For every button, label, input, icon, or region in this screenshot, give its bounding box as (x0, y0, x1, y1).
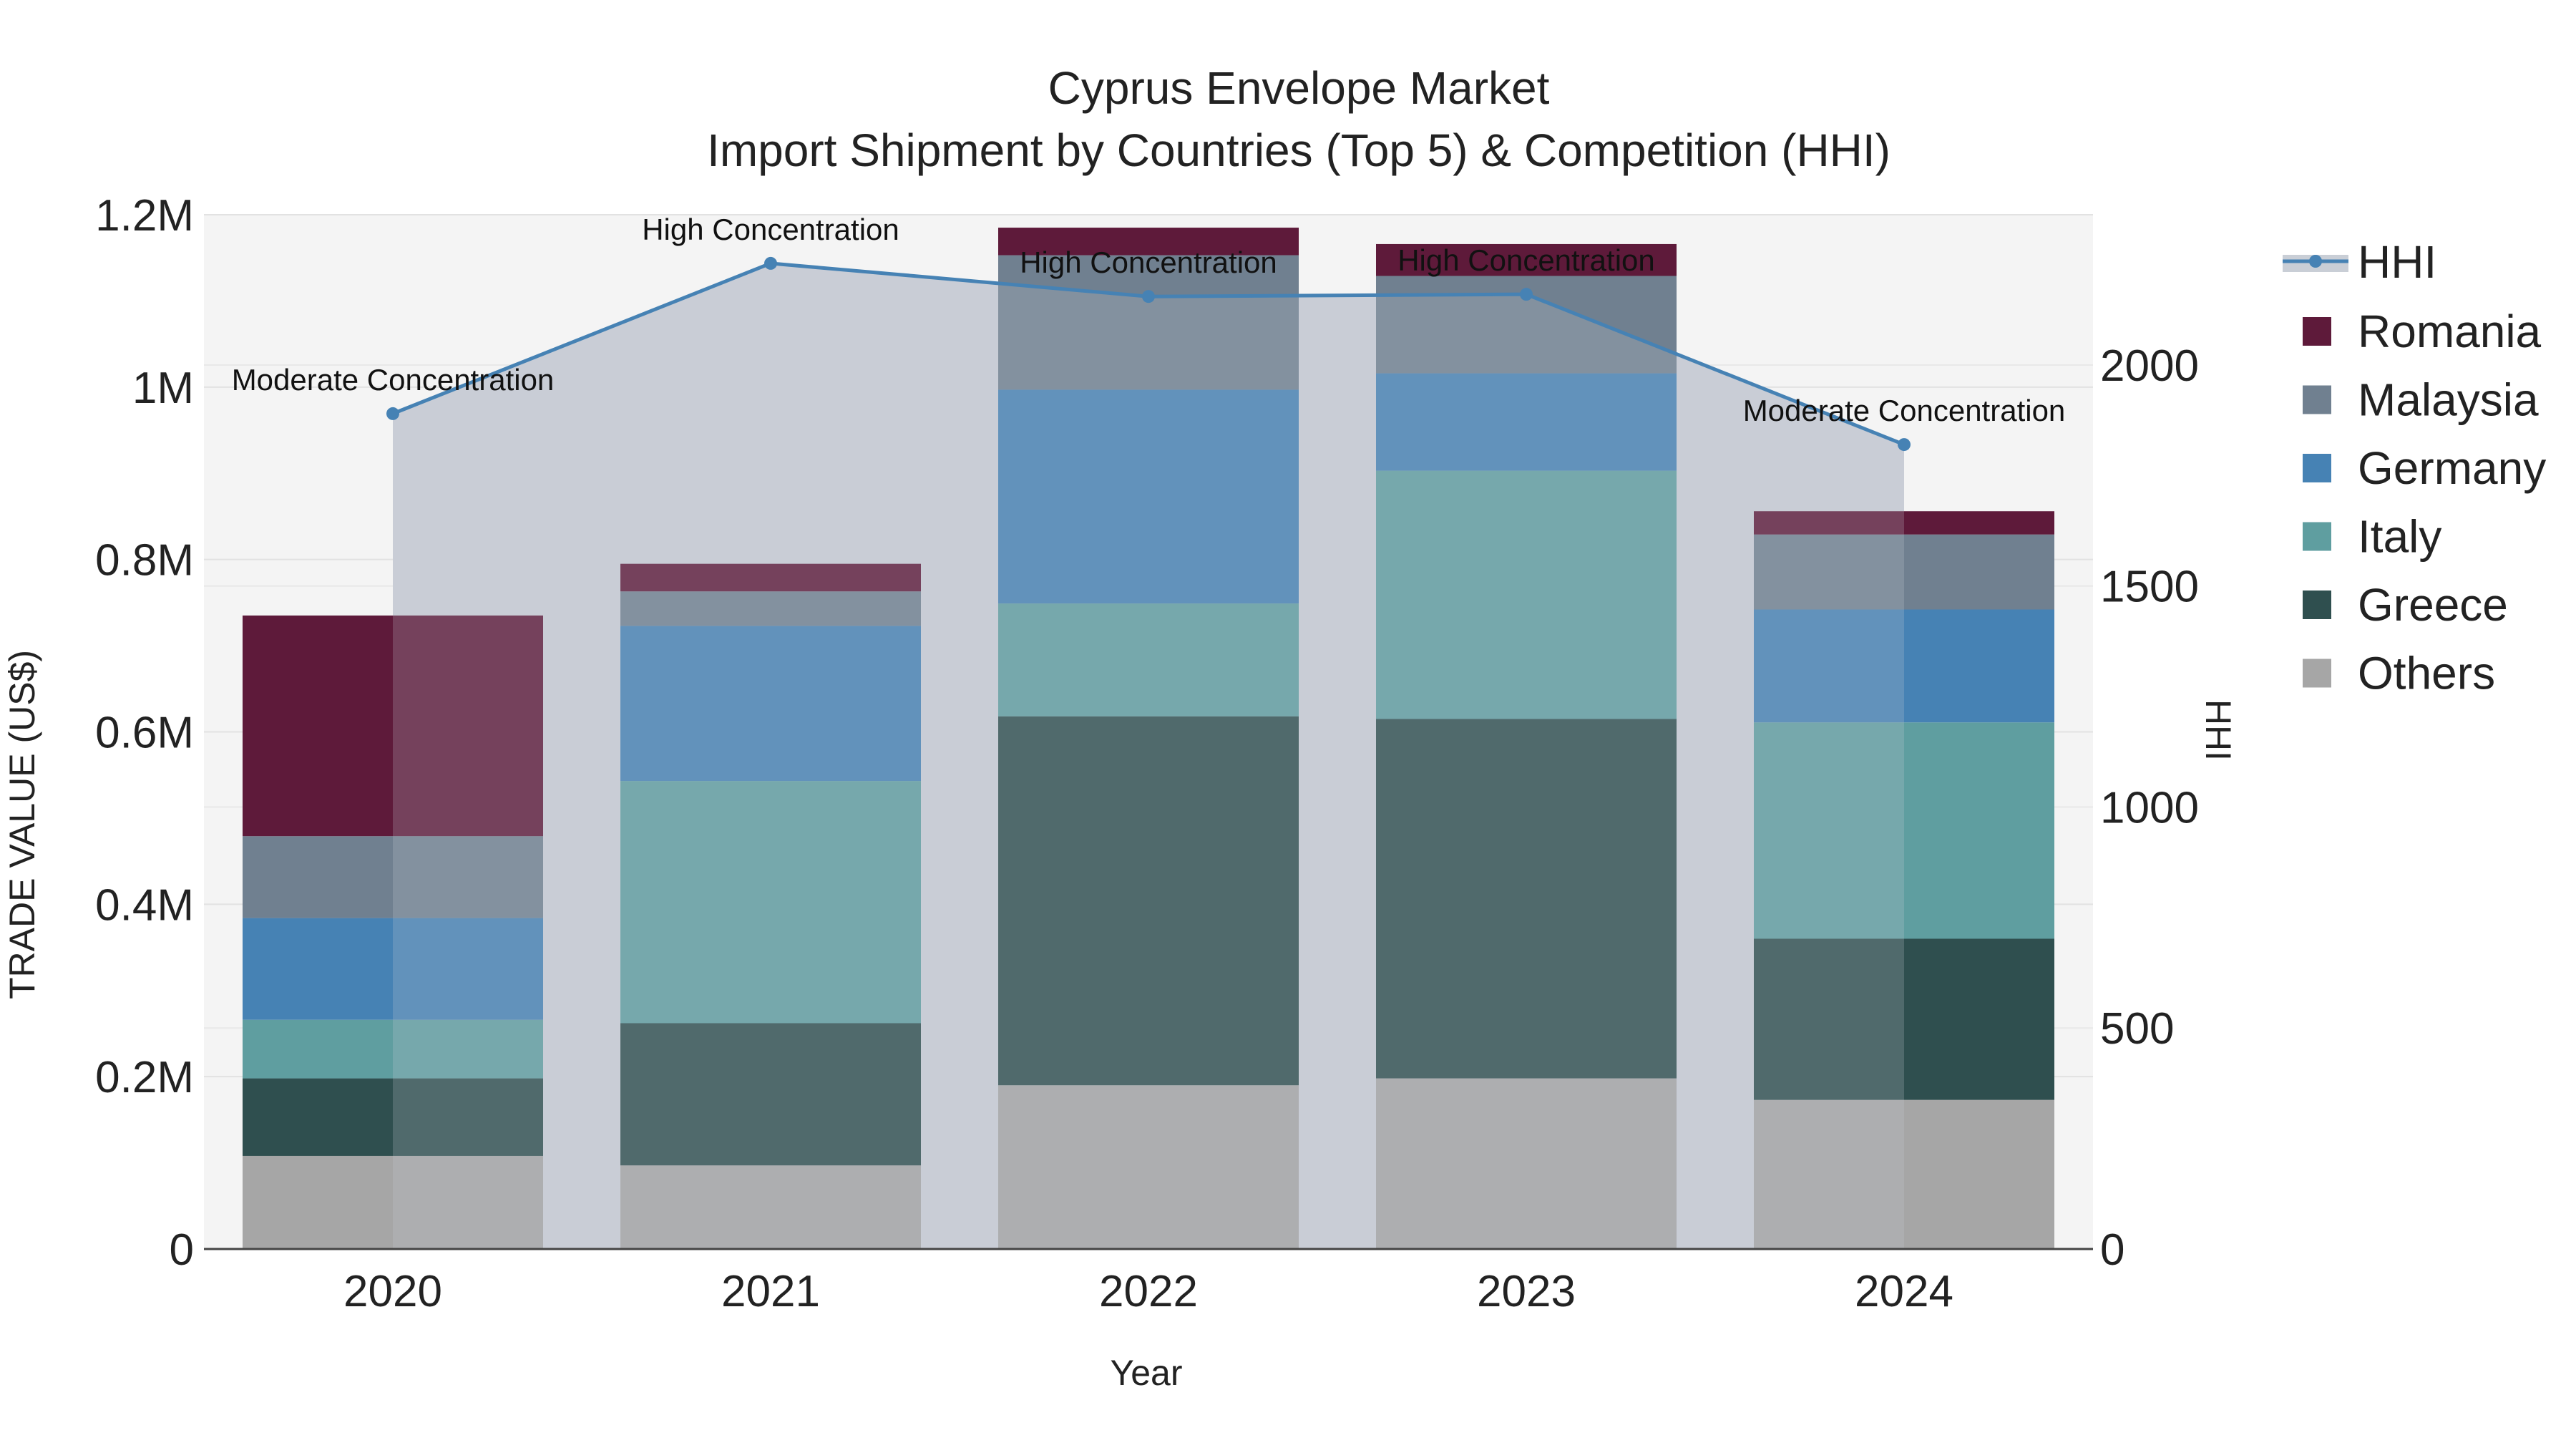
y-tick-label: 0.6M (95, 709, 194, 758)
hhi-line-layer: Moderate Concentration High Concentration… (232, 213, 2066, 1249)
y2-tick-label: 500 (2100, 1004, 2174, 1054)
bar-greece-2023 (1376, 719, 1677, 1079)
legend-swatch-hhi-marker (2309, 255, 2322, 268)
legend-swatch-romania (2303, 317, 2331, 346)
hhi-point (764, 256, 777, 270)
bar-malaysia-2022 (998, 255, 1299, 390)
x-axis-title: Year (1110, 1353, 1182, 1393)
bar-others-2024 (1754, 1099, 2054, 1249)
bar-germany-2021 (620, 626, 921, 782)
hhi-annotation: Moderate Concentration (232, 363, 555, 397)
hhi-point (1898, 438, 1911, 452)
chart-title: Cyprus Envelope Market (1048, 62, 1550, 114)
bar-romania-2021 (620, 563, 921, 592)
x-tick-label: 2024 (1855, 1267, 1953, 1316)
x-tick-label: 2020 (343, 1267, 442, 1316)
legend-swatch-others (2303, 659, 2331, 688)
bar-italy-2023 (1376, 470, 1677, 719)
bar-others-2023 (1376, 1078, 1677, 1249)
y2-tick-label: 1000 (2100, 783, 2199, 832)
bar-romania-2022 (998, 228, 1299, 256)
x-tick-label: 2023 (1477, 1267, 1576, 1316)
y2-tick-label: 1500 (2100, 563, 2199, 612)
bar-malaysia-2020 (243, 836, 543, 918)
bar-italy-2021 (620, 781, 921, 1024)
y2-axis-title: HHI (2198, 699, 2238, 761)
legend-label-germany: Germany (2358, 442, 2546, 494)
bar-greece-2020 (243, 1078, 543, 1156)
y2-tick-label: 0 (2100, 1225, 2124, 1275)
axes-layer: 0 0.2M 0.4M 0.6M 0.8M 1M 1.2M 0 500 1000 1500 2000 2… (95, 191, 2199, 1316)
legend-label-hhi: HHI (2358, 236, 2436, 288)
legend-item-malaysia: Malaysia (2303, 374, 2539, 426)
bar-romania-2023 (1376, 243, 1677, 276)
y-tick-label: 1.2M (95, 191, 194, 240)
y-axis-title: TRADE VALUE (US$) (2, 650, 42, 999)
y-tick-label: 1M (132, 364, 194, 413)
bars-layer (243, 228, 2054, 1249)
y-tick-label: 0 (170, 1225, 194, 1275)
bar-italy-2020 (243, 1019, 543, 1079)
bar-others-2022 (998, 1085, 1299, 1249)
legend-item-italy: Italy (2303, 511, 2441, 563)
hhi-point (386, 407, 399, 420)
bar-italy-2024 (1754, 722, 2054, 939)
legend-label-italy: Italy (2358, 511, 2441, 563)
legend-label-malaysia: Malaysia (2358, 374, 2539, 426)
bar-malaysia-2021 (620, 591, 921, 626)
y-tick-label: 0.2M (95, 1053, 194, 1102)
hhi-point (1142, 290, 1155, 303)
legend-swatch-greece (2303, 591, 2331, 619)
legend-item-hhi: HHI (2283, 236, 2436, 288)
y-tick-label: 0.4M (95, 880, 194, 930)
legend-swatch-malaysia (2303, 385, 2331, 414)
y-tick-label: 0.8M (95, 536, 194, 585)
bar-malaysia-2024 (1754, 534, 2054, 610)
y2-tick-label: 2000 (2100, 341, 2199, 391)
bar-greece-2022 (998, 716, 1299, 1086)
legend-item-germany: Germany (2303, 442, 2546, 494)
bar-others-2020 (243, 1155, 543, 1249)
legend-swatch-italy (2303, 522, 2331, 551)
legend-label-romania: Romania (2358, 306, 2542, 357)
chart-subtitle: Import Shipment by Countries (Top 5) & C… (707, 125, 1890, 176)
legend-item-others: Others (2303, 648, 2495, 699)
legend: HHI Romania Malaysia Germany Italy Greece Othe… (2283, 236, 2546, 699)
bar-romania-2024 (1754, 511, 2054, 535)
legend-label-greece: Greece (2358, 579, 2508, 631)
x-tick-label: 2021 (721, 1267, 820, 1316)
bar-italy-2022 (998, 603, 1299, 716)
legend-item-greece: Greece (2303, 579, 2508, 631)
hhi-point (1520, 288, 1533, 301)
bar-germany-2022 (998, 389, 1299, 604)
hhi-annotation: High Concentration (1397, 243, 1655, 277)
hhi-annotation: Moderate Concentration (1743, 394, 2066, 427)
x-tick-label: 2022 (1099, 1267, 1198, 1316)
bar-germany-2023 (1376, 373, 1677, 471)
legend-label-others: Others (2358, 648, 2495, 699)
bar-others-2021 (620, 1165, 921, 1249)
bar-greece-2024 (1754, 938, 2054, 1100)
legend-item-romania: Romania (2303, 306, 2542, 357)
hhi-area-overlay (393, 263, 1904, 1249)
bar-greece-2021 (620, 1023, 921, 1166)
bar-romania-2020 (243, 615, 543, 837)
hhi-annotation: High Concentration (1020, 246, 1277, 279)
bar-germany-2024 (1754, 609, 2054, 723)
hhi-annotation: High Concentration (642, 213, 899, 246)
bar-germany-2020 (243, 918, 543, 1020)
legend-swatch-germany (2303, 454, 2331, 482)
